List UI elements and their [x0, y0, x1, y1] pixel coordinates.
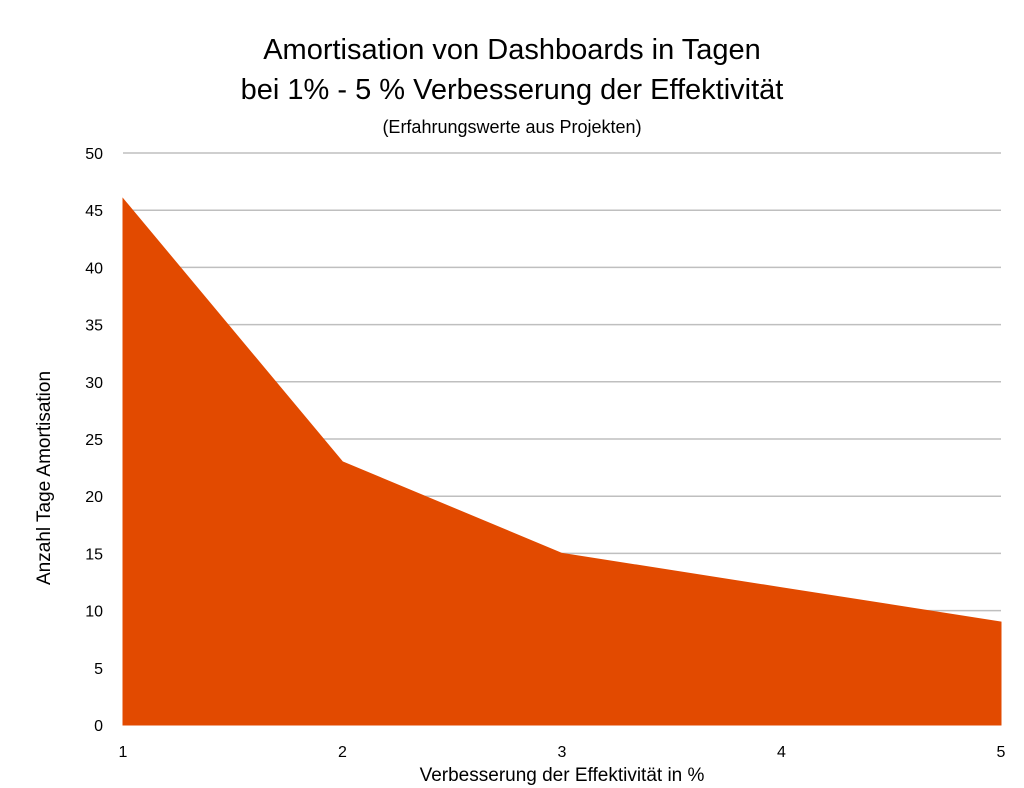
x-tick-label: 1	[119, 744, 128, 761]
y-tick-label: 0	[94, 718, 103, 735]
y-tick-label: 35	[85, 318, 103, 335]
y-tick-label: 25	[85, 432, 103, 449]
y-tick-label: 15	[85, 546, 103, 563]
y-tick-label: 5	[94, 661, 103, 678]
area-fill	[122, 197, 1002, 726]
x-tick-label: 3	[558, 744, 567, 761]
y-tick-label: 45	[85, 203, 103, 220]
y-tick-label: 50	[85, 146, 103, 163]
x-tick-label: 4	[777, 744, 786, 761]
y-tick-label: 20	[85, 489, 103, 506]
y-tick-label: 10	[85, 604, 103, 621]
y-axis-label: Anzahl Tage Amortisation	[34, 371, 55, 585]
x-axis-label: Verbesserung der Effektivität in %	[420, 765, 705, 786]
y-tick-label: 30	[85, 375, 103, 392]
area-series	[122, 197, 1002, 726]
x-tick-label: 5	[997, 744, 1006, 761]
chart-subtitle: bei 1% - 5 % Verbesserung der Effektivit…	[240, 74, 784, 106]
x-axis-ticks: 1 2 3 4 5	[119, 744, 1006, 761]
chart-note: (Erfahrungswerte aus Projekten)	[382, 117, 642, 137]
y-axis-ticks: 0 5 10 15 20 25 30 35 40 45 50	[85, 146, 103, 735]
y-tick-label: 40	[85, 260, 103, 277]
x-tick-label: 2	[338, 744, 347, 761]
chart-title: Amortisation von Dashboards in Tagen	[263, 34, 761, 66]
